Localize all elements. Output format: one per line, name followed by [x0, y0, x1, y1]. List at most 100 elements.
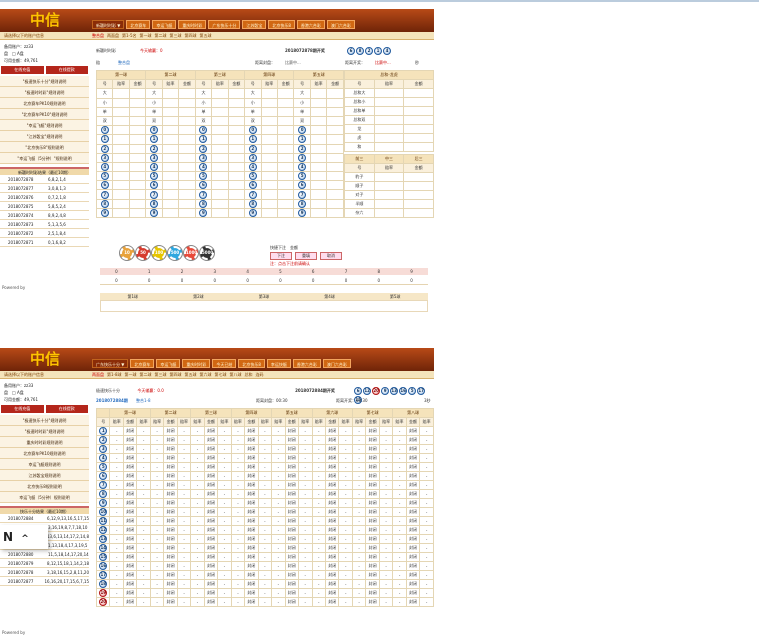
- amount-input[interactable]: -: [298, 453, 313, 463]
- amount-input[interactable]: -: [378, 588, 394, 598]
- amount-input[interactable]: [326, 152, 344, 163]
- amount-input[interactable]: -: [217, 525, 232, 535]
- amount-input[interactable]: -: [298, 561, 313, 571]
- rules-link[interactable]: 重庆时时彩规则说明: [0, 437, 89, 448]
- amount-input[interactable]: -: [136, 516, 151, 526]
- amount-input[interactable]: -: [176, 435, 192, 445]
- amount-input[interactable]: -: [298, 516, 313, 526]
- nav-item[interactable]: 香港六合彩: [292, 359, 321, 368]
- footer-tab[interactable]: 第5球: [389, 294, 401, 299]
- amount-input[interactable]: -: [378, 525, 394, 535]
- amount-input[interactable]: [326, 134, 344, 145]
- amount-input[interactable]: -: [257, 507, 273, 517]
- rules-link[interactable]: "幸运飞艇"规则说明: [0, 120, 89, 131]
- amount-input[interactable]: -: [136, 534, 151, 544]
- subnav-item[interactable]: 第一球: [139, 33, 152, 38]
- subnav-item[interactable]: 第八球: [229, 372, 242, 377]
- amount-input[interactable]: -: [338, 561, 353, 571]
- amount-input[interactable]: -: [257, 489, 273, 499]
- subnav-item[interactable]: 第六球: [199, 372, 212, 377]
- nav-item[interactable]: 香港六合彩: [296, 20, 325, 29]
- subnav-item[interactable]: 整合盘: [92, 33, 104, 38]
- amount-input[interactable]: -: [298, 543, 313, 553]
- amount-input[interactable]: -: [217, 579, 232, 589]
- amount-input[interactable]: [276, 161, 295, 173]
- amount-input[interactable]: -: [338, 480, 353, 490]
- amount-input[interactable]: -: [298, 426, 313, 436]
- amount-input[interactable]: [178, 97, 196, 108]
- deposit-button[interactable]: 在线充值: [1, 405, 44, 413]
- amount-input[interactable]: [276, 171, 295, 182]
- amount-input[interactable]: [178, 152, 196, 163]
- amount-input[interactable]: -: [136, 561, 151, 571]
- amount-input[interactable]: [276, 115, 295, 127]
- amount-input[interactable]: [276, 88, 295, 99]
- amount-input[interactable]: -: [419, 480, 434, 490]
- amount-input[interactable]: -: [217, 498, 232, 508]
- amount-input[interactable]: -: [419, 471, 434, 481]
- amount-input[interactable]: -: [217, 588, 232, 598]
- amount-input[interactable]: -: [419, 462, 434, 472]
- amount-input[interactable]: [128, 152, 147, 163]
- amount-input[interactable]: -: [217, 534, 232, 544]
- amount-input[interactable]: [128, 143, 147, 154]
- amount-input[interactable]: -: [378, 426, 394, 436]
- amount-input[interactable]: -: [298, 552, 313, 562]
- amount-input[interactable]: [227, 152, 246, 163]
- amount-input[interactable]: [128, 106, 147, 117]
- rules-link[interactable]: 江苏骰宝规则说明: [0, 470, 89, 481]
- amount-input[interactable]: [276, 180, 295, 191]
- amount-input[interactable]: -: [298, 570, 313, 580]
- amount-input[interactable]: -: [257, 453, 273, 463]
- amount-input[interactable]: [403, 115, 434, 125]
- amount-input[interactable]: [326, 189, 344, 200]
- amount-input[interactable]: -: [176, 579, 192, 589]
- amount-input[interactable]: -: [217, 516, 232, 526]
- amount-input[interactable]: -: [176, 597, 192, 607]
- amount-input[interactable]: [403, 172, 434, 182]
- amount-input[interactable]: -: [378, 570, 394, 580]
- amount-input[interactable]: -: [217, 543, 232, 553]
- amount-input[interactable]: [276, 125, 295, 136]
- amount-input[interactable]: [227, 97, 246, 108]
- amount-input[interactable]: -: [419, 435, 434, 445]
- amount-input[interactable]: [276, 134, 295, 145]
- amount-input[interactable]: [403, 88, 434, 98]
- amount-input[interactable]: -: [298, 525, 313, 535]
- amount-input[interactable]: [403, 97, 434, 107]
- amount-input[interactable]: -: [298, 588, 313, 598]
- amount-input[interactable]: -: [136, 507, 151, 517]
- rules-link[interactable]: "极速快乐十分"规则说明: [0, 76, 89, 87]
- nav-item[interactable]: 新疆时时彩 ▼: [92, 20, 125, 29]
- subnav-item[interactable]: 总和: [244, 372, 253, 377]
- amount-input[interactable]: -: [378, 579, 394, 589]
- nav-item[interactable]: 北京快乐8: [268, 20, 295, 29]
- amount-input[interactable]: [128, 125, 147, 136]
- amount-input[interactable]: [178, 161, 196, 173]
- submit-button[interactable]: 下注: [270, 252, 292, 260]
- amount-input[interactable]: [128, 115, 147, 127]
- amount-input[interactable]: [403, 106, 434, 116]
- amount-input[interactable]: [276, 106, 295, 117]
- amount-input[interactable]: [276, 189, 295, 200]
- rules-link[interactable]: 幸运飞艇（5分钟）规则说明: [0, 492, 89, 503]
- amount-input[interactable]: -: [176, 471, 192, 481]
- amount-input[interactable]: -: [378, 498, 394, 508]
- amount-input[interactable]: -: [176, 453, 192, 463]
- amount-input[interactable]: -: [176, 561, 192, 571]
- amount-input[interactable]: -: [419, 453, 434, 463]
- amount-input[interactable]: -: [136, 462, 151, 472]
- nav-item[interactable]: 重庆时时彩: [178, 20, 207, 29]
- amount-input[interactable]: -: [257, 462, 273, 472]
- amount-input[interactable]: -: [257, 480, 273, 490]
- nav-item[interactable]: 广东快乐十分: [208, 20, 241, 29]
- amount-input[interactable]: -: [419, 552, 434, 562]
- amount-input[interactable]: -: [378, 507, 394, 517]
- amount-input[interactable]: -: [338, 489, 353, 499]
- bet-chip[interactable]: 100: [152, 246, 166, 260]
- amount-input[interactable]: -: [378, 534, 394, 544]
- nav-item[interactable]: 北京快乐8: [238, 359, 265, 368]
- rules-link[interactable]: "极速时时彩"规则说明: [0, 426, 89, 437]
- amount-input[interactable]: -: [419, 534, 434, 544]
- bet-chip[interactable]: 1000: [184, 246, 198, 260]
